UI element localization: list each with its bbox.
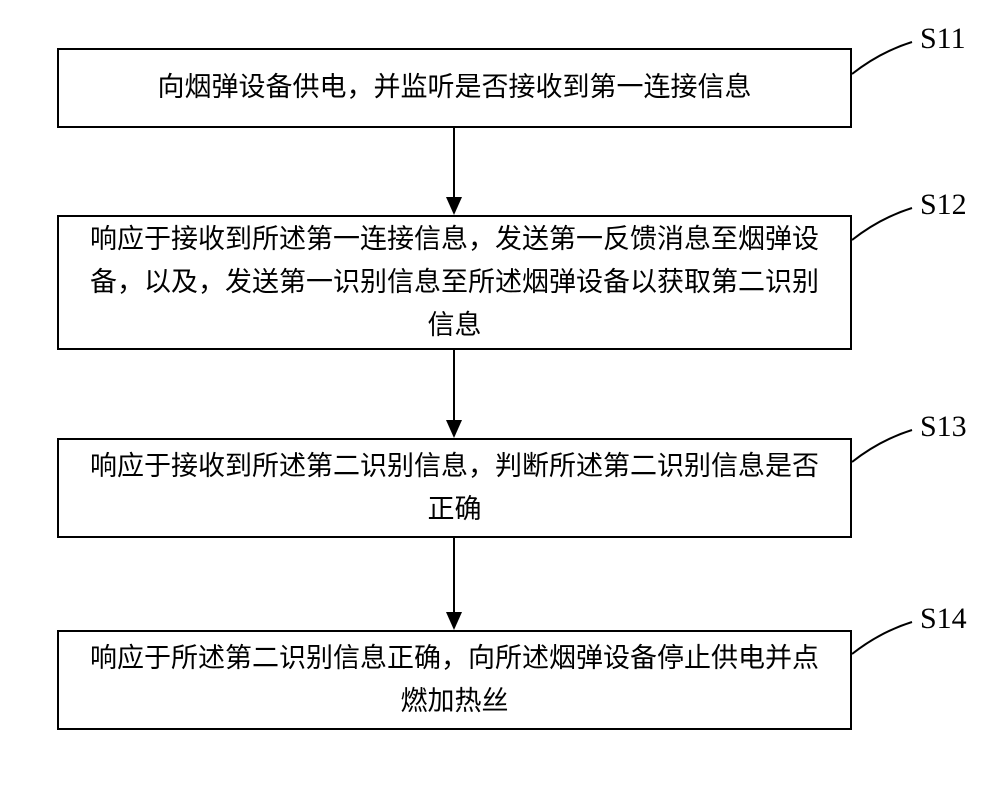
leader-line-s11: [848, 38, 916, 78]
flowchart-canvas: 向烟弹设备供电，并监听是否接收到第一连接信息 S11 响应于接收到所述第一连接信息，…: [0, 0, 1000, 803]
step-label-s13: S13: [920, 410, 967, 444]
step-label-s12: S12: [920, 188, 967, 222]
leader-line-s14: [848, 618, 916, 658]
flow-node-text: 响应于接收到所述第一连接信息，发送第一反馈消息至烟弹设备，以及，发送第一识别信息…: [79, 218, 830, 348]
flow-node-s11: 向烟弹设备供电，并监听是否接收到第一连接信息: [57, 48, 852, 128]
flow-node-s13: 响应于接收到所述第二识别信息，判断所述第二识别信息是否正确: [57, 438, 852, 538]
flow-node-text: 向烟弹设备供电，并监听是否接收到第一连接信息: [158, 66, 752, 109]
flow-node-s12: 响应于接收到所述第一连接信息，发送第一反馈消息至烟弹设备，以及，发送第一识别信息…: [57, 215, 852, 350]
flow-arrow-s11-s12: [442, 128, 466, 215]
leader-line-s13: [848, 426, 916, 466]
leader-line-s12: [848, 204, 916, 244]
flow-node-s14: 响应于所述第二识别信息正确，向所述烟弹设备停止供电并点燃加热丝: [57, 630, 852, 730]
flow-arrow-s12-s13: [442, 350, 466, 438]
step-label-s14: S14: [920, 602, 967, 636]
flow-node-text: 响应于接收到所述第二识别信息，判断所述第二识别信息是否正确: [79, 445, 830, 531]
step-label-s11: S11: [920, 22, 966, 56]
flow-arrow-s13-s14: [442, 538, 466, 630]
flow-node-text: 响应于所述第二识别信息正确，向所述烟弹设备停止供电并点燃加热丝: [79, 637, 830, 723]
